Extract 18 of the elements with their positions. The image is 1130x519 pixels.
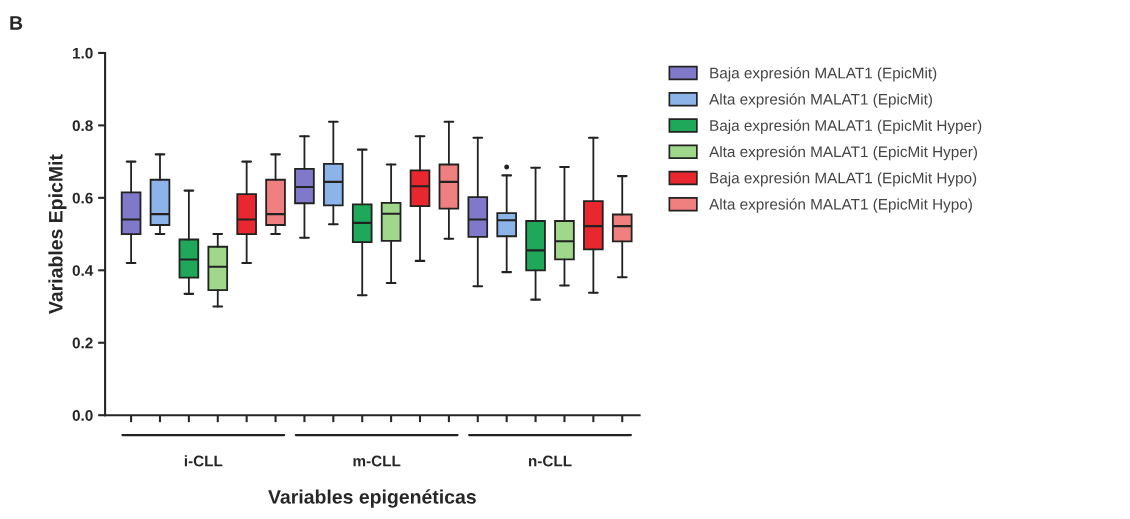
legend-label: Baja expresión MALAT1 (EpicMit Hyper)	[710, 119, 982, 134]
x-axis-title: Variables epigenéticas	[268, 489, 476, 508]
legend-label: Alta expresión MALAT1 (EpicMit)	[709, 93, 933, 108]
y-tick-label: 1.0	[73, 47, 93, 59]
y-tick-label: 0.8	[72, 120, 93, 132]
legend-label: Alta expresión MALAT1 (EpicMit Hyper)	[709, 145, 978, 161]
y-tick-label: 0.4	[72, 265, 94, 276]
x-tick-label: n-CLL	[528, 455, 572, 467]
x-tick-label: i-CLL	[184, 455, 223, 467]
legend-label: Baja expresión MALAT1 (EpicMit)	[710, 67, 937, 82]
y-axis-title: Variables EpicMit	[48, 154, 67, 314]
legend-label: Baja expresión MALAT1 (EpicMit Hypo)	[710, 172, 977, 187]
chart-title: B	[10, 16, 23, 30]
y-tick-label: 0.2	[72, 337, 93, 349]
x-tick-label: m-CLL	[353, 455, 401, 467]
legend-label: Alta expresión MALAT1 (EpicMit Hypo)	[709, 198, 972, 213]
y-tick-label: 0.0	[72, 410, 93, 421]
y-tick-label: 0.6	[72, 192, 93, 204]
